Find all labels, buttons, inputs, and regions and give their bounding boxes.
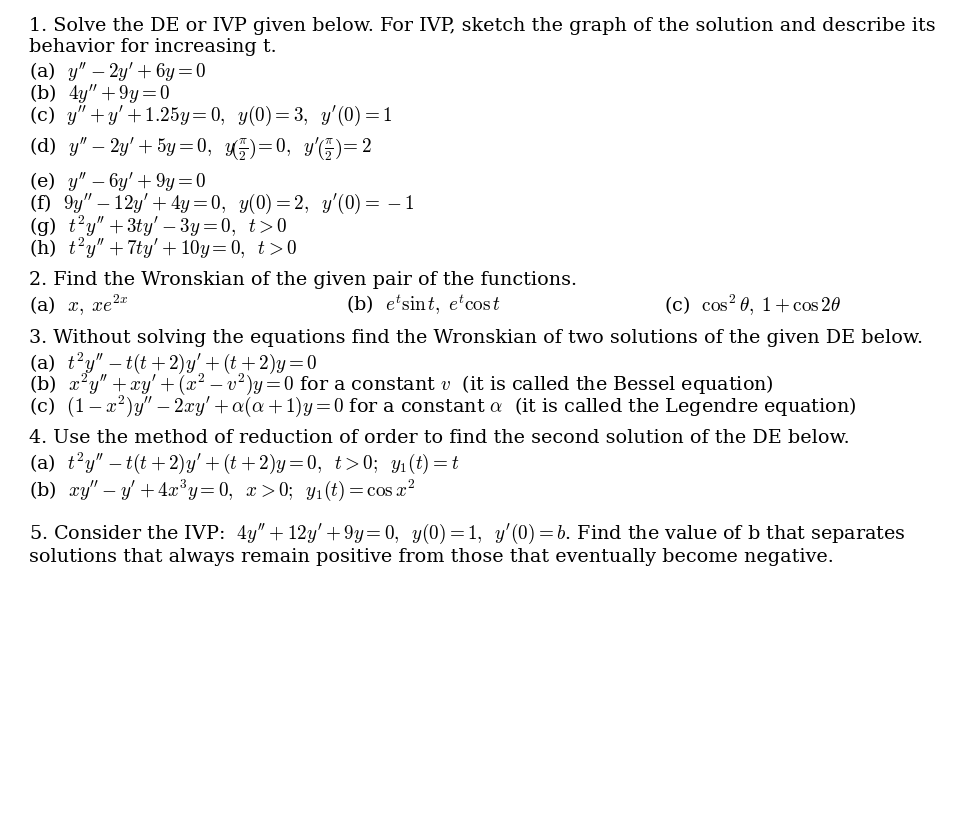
- Text: 1. Solve the DE or IVP given below. For IVP, sketch the graph of the solution an: 1. Solve the DE or IVP given below. For …: [29, 17, 936, 35]
- Text: (a)  $x,\; xe^{2x}$: (a) $x,\; xe^{2x}$: [29, 293, 129, 318]
- Text: 3. Without solving the equations find the Wronskian of two solutions of the give: 3. Without solving the equations find th…: [29, 329, 923, 347]
- Text: (b)  $e^t\sin t,\; e^t\cos t$: (b) $e^t\sin t,\; e^t\cos t$: [346, 293, 502, 317]
- Text: (b)  $xy''-y'+4x^3y=0, \;\; x>0;\;\; y_1(t)=\cos x^2$: (b) $xy''-y'+4x^3y=0, \;\; x>0;\;\; y_1(…: [29, 478, 416, 503]
- Text: (e)  $y''-6y'+9y=0$: (e) $y''-6y'+9y=0$: [29, 171, 207, 194]
- Text: (g)  $t^2y''+3ty'-3y=0, \;\; t>0$: (g) $t^2y''+3ty'-3y=0, \;\; t>0$: [29, 214, 288, 239]
- Text: (c)  $\cos^2\theta,\; 1+\cos 2\theta$: (c) $\cos^2\theta,\; 1+\cos 2\theta$: [664, 293, 841, 318]
- Text: (f)  $9y''-12y'+4y=0, \;\; y(0)=2, \;\; y'(0)=-1$: (f) $9y''-12y'+4y=0, \;\; y(0)=2, \;\; y…: [29, 192, 415, 217]
- Text: (a)  $y''-2y'+6y=0$: (a) $y''-2y'+6y=0$: [29, 60, 207, 84]
- Text: behavior for increasing t.: behavior for increasing t.: [29, 38, 277, 57]
- Text: 5. Consider the IVP:  $4y''+12y'+9y=0, \;\; y(0)=1, \;\; y'(0)=b$. Find the valu: 5. Consider the IVP: $4y''+12y'+9y=0, \;…: [29, 522, 906, 546]
- Text: 4. Use the method of reduction of order to find the second solution of the DE be: 4. Use the method of reduction of order …: [29, 429, 850, 447]
- Text: solutions that always remain positive from those that eventually become negative: solutions that always remain positive fr…: [29, 548, 834, 567]
- Text: (d)  $y''-2y'+5y=0, \;\; y\!\left(\frac{\pi}{2}\right)\!=0, \;\; y'\!\left(\frac: (d) $y''-2y'+5y=0, \;\; y\!\left(\frac{\…: [29, 135, 372, 163]
- Text: (a)  $t^2y''-t(t+2)y'+(t+2)y=0, \;\; t>0;\;\; y_1(t)=t$: (a) $t^2y''-t(t+2)y'+(t+2)y=0, \;\; t>0;…: [29, 451, 460, 476]
- Text: (h)  $t^2y''+7ty'+10y=0, \;\; t>0$: (h) $t^2y''+7ty'+10y=0, \;\; t>0$: [29, 236, 298, 261]
- Text: (b)  $x^2y''+xy'+(x^2-v^2)y=0$ for a constant $v$  (it is called the Bessel equa: (b) $x^2y''+xy'+(x^2-v^2)y=0$ for a cons…: [29, 372, 774, 397]
- Text: 2. Find the Wronskian of the given pair of the functions.: 2. Find the Wronskian of the given pair …: [29, 271, 577, 289]
- Text: (b)  $4y''+9y=0$: (b) $4y''+9y=0$: [29, 82, 171, 105]
- Text: (c)  $(1-x^2)y''-2xy'+\alpha(\alpha+1)y=0$ for a constant $\alpha$  (it is calle: (c) $(1-x^2)y''-2xy'+\alpha(\alpha+1)y=0…: [29, 394, 857, 419]
- Text: (c)  $y''+y'+1.25y=0, \;\; y(0)=3, \;\; y'(0)=1$: (c) $y''+y'+1.25y=0, \;\; y(0)=3, \;\; y…: [29, 104, 392, 128]
- Text: (a)  $t^2y''-t(t+2)y'+(t+2)y=0$: (a) $t^2y''-t(t+2)y'+(t+2)y=0$: [29, 350, 317, 375]
